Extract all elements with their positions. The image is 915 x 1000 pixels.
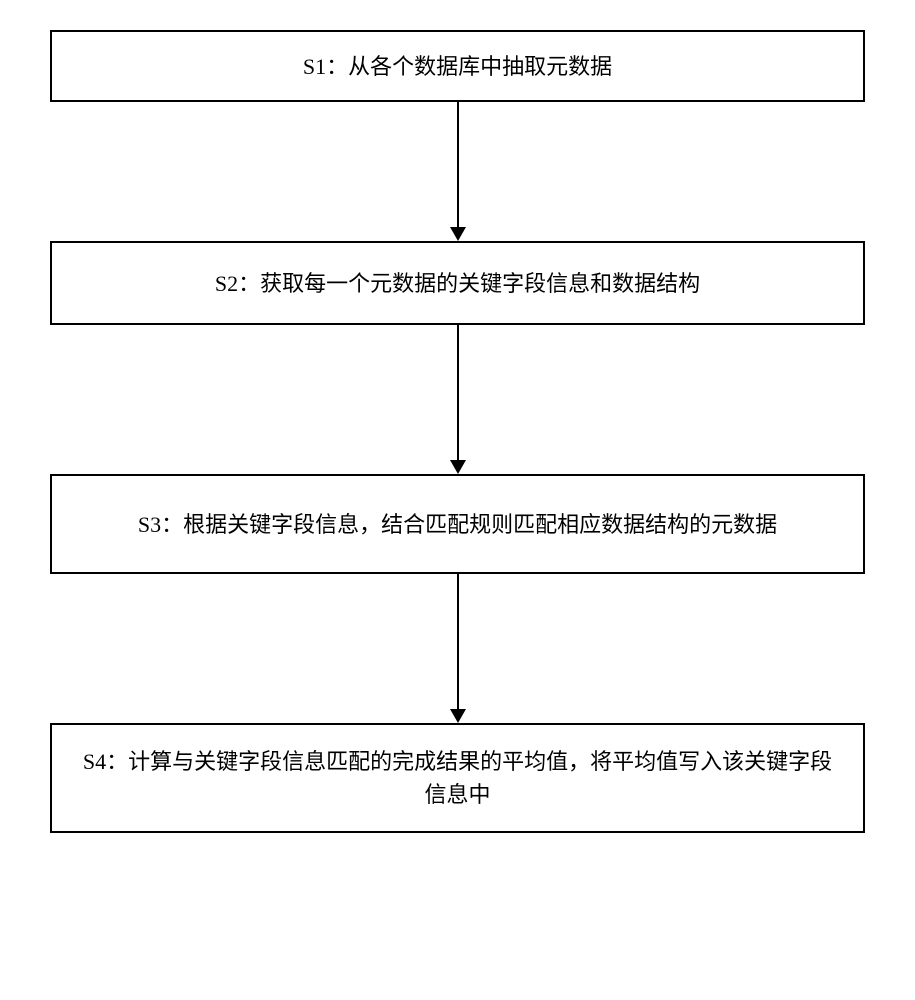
arrow-1 — [50, 102, 865, 241]
arrow-2 — [50, 325, 865, 474]
step-text-s3: S3：根据关键字段信息，结合匹配规则匹配相应数据结构的元数据 — [138, 508, 777, 541]
arrow-3 — [50, 574, 865, 723]
step-text-s1: S1：从各个数据库中抽取元数据 — [303, 50, 612, 83]
step-text-s4: S4：计算与关键字段信息匹配的完成结果的平均值，将平均值写入该关键字段信息中 — [72, 745, 843, 811]
step-box-s3: S3：根据关键字段信息，结合匹配规则匹配相应数据结构的元数据 — [50, 474, 865, 574]
step-text-s2: S2：获取每一个元数据的关键字段信息和数据结构 — [215, 267, 700, 300]
step-box-s4: S4：计算与关键字段信息匹配的完成结果的平均值，将平均值写入该关键字段信息中 — [50, 723, 865, 833]
flowchart-container: S1：从各个数据库中抽取元数据 S2：获取每一个元数据的关键字段信息和数据结构 … — [50, 30, 865, 833]
step-box-s1: S1：从各个数据库中抽取元数据 — [50, 30, 865, 102]
step-box-s2: S2：获取每一个元数据的关键字段信息和数据结构 — [50, 241, 865, 325]
